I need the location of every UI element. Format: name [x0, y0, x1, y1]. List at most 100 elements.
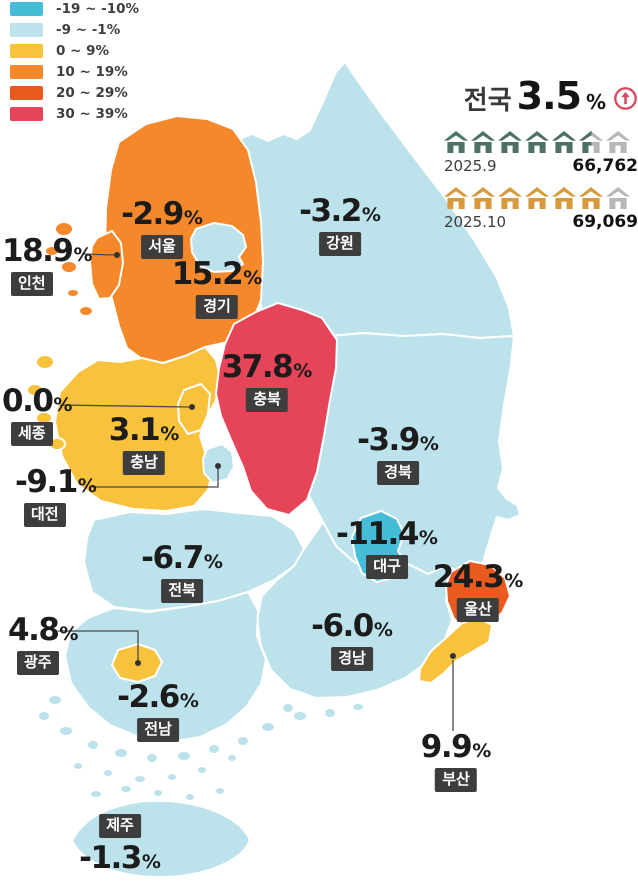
region-label: 충북 [246, 388, 288, 412]
region-value: 15.2% [171, 256, 263, 292]
legend-item: -9 ~ -1% [10, 22, 139, 38]
house-meta-sep: 2025.9 66,762 [444, 156, 638, 176]
region-annotation-daegu: -11.4% 대구 [336, 519, 438, 579]
house-row-oct [444, 187, 638, 209]
up-arrow-circle-icon [614, 86, 637, 110]
region-value: 18.9% [2, 233, 93, 269]
region-label: 경기 [196, 295, 238, 319]
house-icon [471, 131, 495, 153]
region-value: 37.8% [221, 349, 313, 385]
house-icon-partial [579, 131, 603, 153]
house-icon [444, 187, 468, 209]
leader-dots [114, 252, 456, 666]
house-icon [579, 187, 603, 209]
region-annotation-jeonnam: -2.6% 전남 [117, 682, 199, 742]
region-annotation-sejong: 0.0% 세종 [2, 386, 72, 446]
region-value: -2.9% [121, 196, 203, 232]
region-label: 경북 [377, 461, 419, 485]
map-region-incheon [44, 221, 124, 317]
region-annotation-busan: 9.9% 부산 [421, 732, 491, 792]
map-region-seoul [190, 222, 247, 273]
leader-lines [58, 253, 454, 731]
legend-range-label: 30 ~ 39% [56, 106, 128, 122]
region-label: 경남 [331, 647, 373, 671]
house-row-sep [444, 131, 638, 153]
region-label: 부산 [435, 768, 477, 792]
period-label: 2025.10 [444, 213, 507, 231]
map-region-gyeongbuk [289, 331, 521, 575]
region-annotation-gangwon: -3.2% 강원 [299, 196, 381, 256]
region-label: 제주 [99, 814, 141, 838]
legend-swatch [10, 2, 43, 16]
legend-range-label: -9 ~ -1% [56, 22, 121, 38]
region-value: 0.0% [2, 383, 73, 419]
leader-line-incheon [81, 253, 115, 256]
legend-swatch [10, 107, 43, 121]
leader-dot-incheon [114, 252, 120, 258]
region-label: 대전 [24, 503, 66, 527]
region-label: 강원 [319, 232, 361, 256]
region-annotation-gyeongbuk: -3.9% 경북 [357, 425, 439, 485]
region-value: 24.3% [432, 559, 524, 595]
house-icon-empty [606, 187, 630, 209]
map-region-jeonbuk [83, 508, 305, 612]
region-label: 전남 [137, 718, 179, 742]
region-annotation-gyeonggi: 15.2% 경기 [171, 256, 263, 319]
region-value: -11.4% [336, 516, 438, 552]
region-annotation-chungbuk: 37.8% 충북 [221, 349, 313, 412]
legend-range-label: 20 ~ 29% [56, 85, 128, 101]
legend-swatch [10, 65, 43, 79]
leader-dot-gwangju [135, 660, 141, 666]
region-annotation-incheon: 18.9% 인천 [2, 236, 93, 296]
region-label: 서울 [141, 235, 183, 259]
region-value: -3.2% [299, 193, 381, 229]
house-icon [444, 131, 468, 153]
leader-dot-sejong [189, 404, 195, 410]
region-value: -6.0% [311, 608, 393, 644]
legend-item: 0 ~ 9% [10, 43, 139, 59]
region-annotation-gyeongnam: -6.0% 경남 [311, 611, 393, 671]
legend-item: 30 ~ 39% [10, 106, 139, 122]
region-value: 4.8% [8, 612, 79, 648]
legend-item: 10 ~ 19% [10, 64, 139, 80]
house-icon [525, 131, 549, 153]
legend-item: 20 ~ 29% [10, 85, 139, 101]
region-label: 세종 [11, 422, 53, 446]
house-icon [525, 187, 549, 209]
region-label: 대구 [366, 555, 408, 579]
region-value: -3.9% [357, 422, 439, 458]
house-icon [498, 131, 522, 153]
leader-line-gwangju [58, 630, 139, 660]
jeonnam-islands [35, 659, 363, 800]
house-icon-empty [606, 131, 630, 153]
house-icon [552, 131, 576, 153]
region-label: 전북 [161, 579, 203, 603]
national-value: 3.5 [516, 74, 582, 118]
map-region-jeonnam [64, 591, 267, 743]
legend-swatch [10, 86, 43, 100]
map-region-chungnam [26, 346, 222, 512]
region-label: 충남 [123, 451, 165, 475]
leader-dot-busan [450, 653, 456, 659]
region-annotation-seoul: -2.9% 서울 [121, 199, 203, 259]
region-value: -6.7% [141, 540, 223, 576]
region-label: 광주 [17, 651, 59, 675]
region-value: 3.1% [108, 412, 180, 448]
period-label: 2025.9 [444, 157, 497, 175]
national-title: 전국 3.5 % [444, 74, 638, 118]
house-icon [471, 187, 495, 209]
region-annotation-daejeon: -9.1% 대전 [15, 467, 97, 527]
legend-range-label: 10 ~ 19% [56, 64, 128, 80]
legend-swatch [10, 23, 43, 37]
national-summary: 전국 3.5 % 2025.9 66,762 [444, 74, 638, 232]
leader-line-sejong [59, 404, 190, 408]
period-value: 69,069 [572, 212, 638, 232]
legend-swatch [10, 44, 43, 58]
house-icon [552, 187, 576, 209]
legend-item: -19 ~ -10% [10, 1, 139, 17]
region-value: -2.6% [117, 679, 199, 715]
region-value: 9.9% [420, 729, 492, 765]
region-label: 인천 [11, 272, 53, 296]
national-unit: % [585, 90, 606, 114]
